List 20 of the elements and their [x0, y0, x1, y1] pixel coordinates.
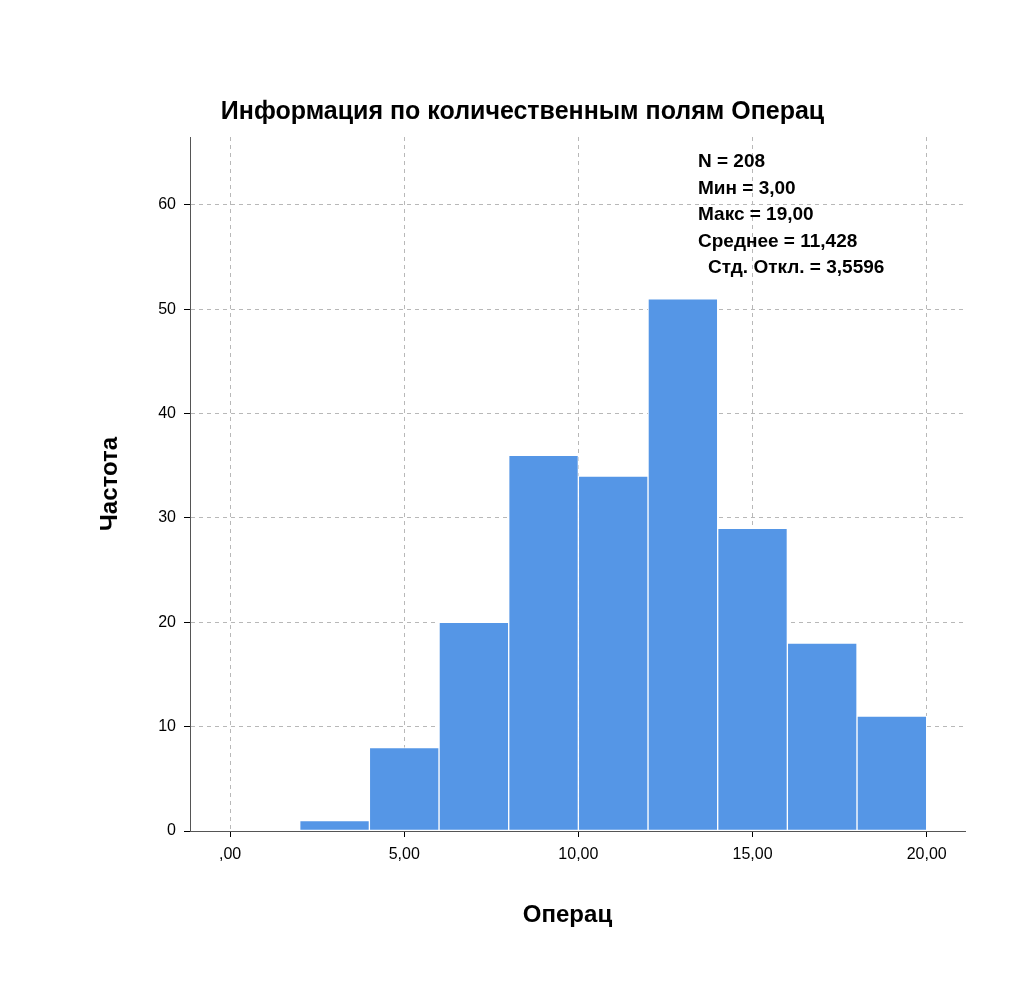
- y-tick-label: 50: [158, 299, 177, 317]
- y-tick-label: 10: [158, 717, 177, 735]
- x-tick-label: 5,00: [388, 845, 420, 863]
- annotation: Среднее = 11,428: [698, 229, 858, 251]
- x-tick-label: 15,00: [732, 845, 773, 863]
- x-axis-title: Операц: [522, 899, 613, 927]
- y-tick-label: 60: [158, 195, 177, 213]
- y-axis-title: Частота: [94, 436, 122, 532]
- chart-title: Информация по количественным полям Операц: [220, 95, 825, 124]
- annotation: Стд. Откл. = 3,5596: [708, 256, 885, 278]
- x-tick-label: 10,00: [558, 845, 599, 863]
- y-tick-label: 0: [167, 821, 177, 839]
- x-tick-label: ,00: [218, 845, 242, 863]
- y-tick-label: 20: [158, 612, 177, 630]
- y-tick-label: 40: [158, 403, 177, 421]
- y-tick-label: 30: [158, 508, 177, 526]
- annotation: Мин = 3,00: [698, 176, 796, 198]
- annotation: Макс = 19,00: [698, 203, 814, 225]
- annotation: N = 208: [698, 150, 766, 172]
- x-tick-label: 20,00: [906, 845, 947, 863]
